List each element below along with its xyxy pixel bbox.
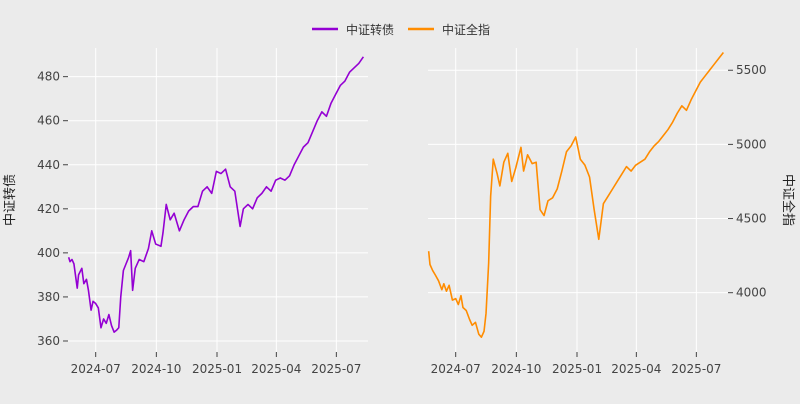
x-tick-label: 2025-01	[552, 362, 602, 376]
y-tick-label: 480	[37, 70, 60, 84]
x-tick-label: 2025-07	[311, 362, 361, 376]
x-tick-label: 2025-07	[671, 362, 721, 376]
y-axis-title: 中证转债	[3, 174, 18, 226]
x-tick-label: 2024-07	[431, 362, 481, 376]
y-tick-label: 440	[37, 158, 60, 172]
y-tick-label: 380	[37, 290, 60, 304]
x-tick-label: 2024-10	[491, 362, 541, 376]
y-tick-label: 5000	[736, 137, 767, 151]
y-tick-label: 400	[37, 246, 60, 260]
y-tick-label: 420	[37, 202, 60, 216]
legend-label: 中证全指	[442, 22, 490, 37]
legend: 中证转债 中证全指	[312, 22, 490, 37]
y-tick-label: 5500	[736, 63, 767, 77]
y-tick-label: 460	[37, 114, 60, 128]
right-panel: 2024-07 2024-10 2025-01 2025-04 2025-07 4000 4…	[427, 48, 796, 376]
y-tick-label: 360	[37, 334, 60, 348]
x-tick-label: 2024-07	[71, 362, 121, 376]
y-tick-label: 4000	[736, 286, 767, 300]
series-line	[427, 51, 725, 338]
x-tick-label: 2024-10	[131, 362, 181, 376]
y-axis-title: 中证全指	[780, 174, 796, 226]
series-line	[67, 56, 365, 333]
x-tick-label: 2025-04	[251, 362, 301, 376]
legend-label: 中证转债	[346, 22, 394, 37]
y-tick-label: 4500	[736, 212, 767, 226]
x-tick-label: 2025-01	[192, 362, 242, 376]
x-tick-label: 2025-04	[611, 362, 661, 376]
left-panel: 2024-07 2024-10 2025-01 2025-04 2025-07 360 38…	[3, 48, 368, 376]
